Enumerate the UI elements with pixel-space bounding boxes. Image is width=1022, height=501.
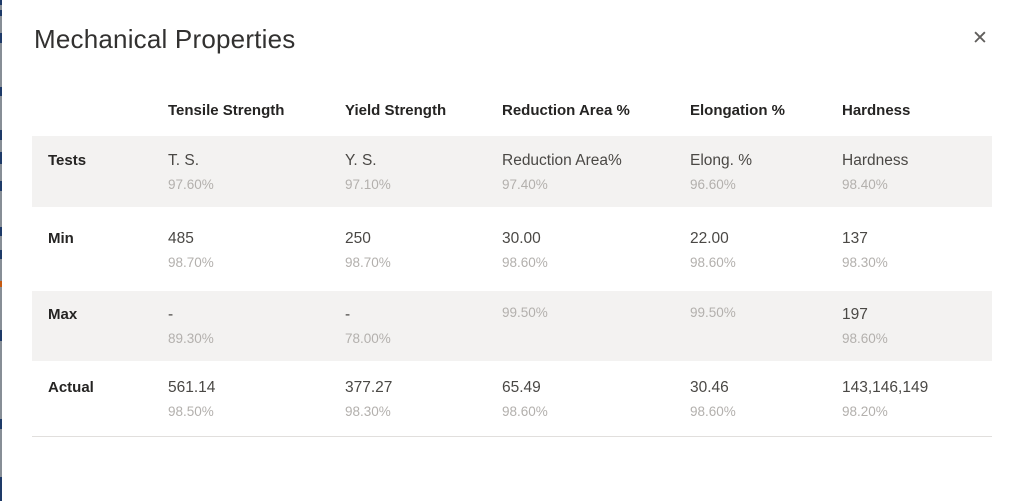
cell-percent: 98.70% — [168, 255, 214, 270]
cell-min-reduction-area: 30.00 98.60% — [502, 226, 690, 274]
cell-percent: 98.60% — [502, 404, 548, 419]
cell-value: 30.46 — [690, 379, 729, 396]
cell-percent: 97.10% — [345, 177, 391, 192]
properties-table: Tensile Strength Yield Strength Reductio… — [32, 85, 992, 437]
cell-max-reduction-area: 99.50% — [502, 302, 690, 324]
close-button[interactable]: ✕ — [962, 20, 998, 56]
table-header-row: Tensile Strength Yield Strength Reductio… — [32, 85, 992, 136]
close-icon: ✕ — [972, 27, 988, 49]
cell-value: 197 — [842, 306, 868, 323]
table-row-tests: Tests T. S. 97.60% Y. S. 97.10% Reductio… — [32, 136, 992, 207]
cell-percent: 98.30% — [345, 404, 391, 419]
cell-tests-reduction-area: Reduction Area% 97.40% — [502, 148, 690, 196]
column-header-tensile-strength: Tensile Strength — [168, 102, 285, 119]
column-header-elongation: Elongation % — [690, 102, 785, 119]
cell-percent: 99.50% — [690, 305, 736, 320]
cell-value: T. S. — [168, 152, 200, 169]
cell-max-yield-strength: - 78.00% — [345, 302, 502, 350]
cell-value: - — [168, 306, 174, 323]
row-label-max: Max — [48, 306, 78, 323]
cell-actual-elongation: 30.46 98.60% — [690, 375, 842, 423]
cell-value: 143,146,149 — [842, 379, 929, 396]
cell-value: 65.49 — [502, 379, 541, 396]
cell-actual-hardness: 143,146,149 98.20% — [842, 375, 992, 423]
cell-value: 485 — [168, 230, 194, 247]
row-label-min: Min — [48, 230, 74, 247]
cell-value: Y. S. — [345, 152, 377, 169]
cell-percent: 78.00% — [345, 331, 391, 346]
cell-percent: 98.60% — [690, 255, 736, 270]
dialog-title: Mechanical Properties — [34, 24, 296, 54]
background-page-sliver — [0, 0, 2, 501]
cell-value: Elong. % — [690, 152, 753, 169]
cell-tests-elongation: Elong. % 96.60% — [690, 148, 842, 196]
cell-tests-tensile-strength: T. S. 97.60% — [168, 148, 345, 196]
column-header-hardness: Hardness — [842, 102, 911, 119]
table-row-max: Max - 89.30% - 78.00% 99.50% 99.50% 197 … — [32, 291, 992, 361]
cell-percent: 98.50% — [168, 404, 214, 419]
row-label-actual: Actual — [48, 379, 94, 396]
cell-actual-yield-strength: 377.27 98.30% — [345, 375, 502, 423]
cell-min-tensile-strength: 485 98.70% — [168, 226, 345, 274]
table-row-min: Min 485 98.70% 250 98.70% 30.00 98.60% 2… — [32, 207, 992, 291]
cell-value: 22.00 — [690, 230, 729, 247]
cell-tests-hardness: Hardness 98.40% — [842, 148, 992, 196]
cell-value: 377.27 — [345, 379, 393, 396]
cell-min-hardness: 137 98.30% — [842, 226, 992, 274]
cell-percent: 89.30% — [168, 331, 214, 346]
cell-percent: 98.60% — [690, 404, 736, 419]
cell-min-yield-strength: 250 98.70% — [345, 226, 502, 274]
cell-max-tensile-strength: - 89.30% — [168, 302, 345, 350]
cell-actual-tensile-strength: 561.14 98.50% — [168, 375, 345, 423]
cell-percent: 97.40% — [502, 177, 548, 192]
cell-value: - — [345, 306, 351, 323]
cell-actual-reduction-area: 65.49 98.60% — [502, 375, 690, 423]
column-header-yield-strength: Yield Strength — [345, 102, 447, 119]
cell-min-elongation: 22.00 98.60% — [690, 226, 842, 274]
cell-percent: 98.70% — [345, 255, 391, 270]
cell-tests-yield-strength: Y. S. 97.10% — [345, 148, 502, 196]
cell-value: Hardness — [842, 152, 909, 169]
cell-max-elongation: 99.50% — [690, 302, 842, 324]
column-header-reduction-area: Reduction Area % — [502, 102, 630, 119]
cell-percent: 99.50% — [502, 305, 548, 320]
cell-percent: 98.20% — [842, 404, 888, 419]
cell-percent: 97.60% — [168, 177, 214, 192]
cell-percent: 98.60% — [502, 255, 548, 270]
cell-percent: 98.40% — [842, 177, 888, 192]
cell-value: Reduction Area% — [502, 152, 622, 169]
cell-max-hardness: 197 98.60% — [842, 302, 992, 350]
table-row-actual: Actual 561.14 98.50% 377.27 98.30% 65.49… — [32, 361, 992, 437]
cell-percent: 96.60% — [690, 177, 736, 192]
cell-value: 250 — [345, 230, 371, 247]
cell-percent: 98.30% — [842, 255, 888, 270]
cell-value: 561.14 — [168, 379, 216, 396]
cell-percent: 98.60% — [842, 331, 888, 346]
cell-value: 30.00 — [502, 230, 541, 247]
cell-value: 137 — [842, 230, 868, 247]
row-label-tests: Tests — [48, 152, 87, 169]
